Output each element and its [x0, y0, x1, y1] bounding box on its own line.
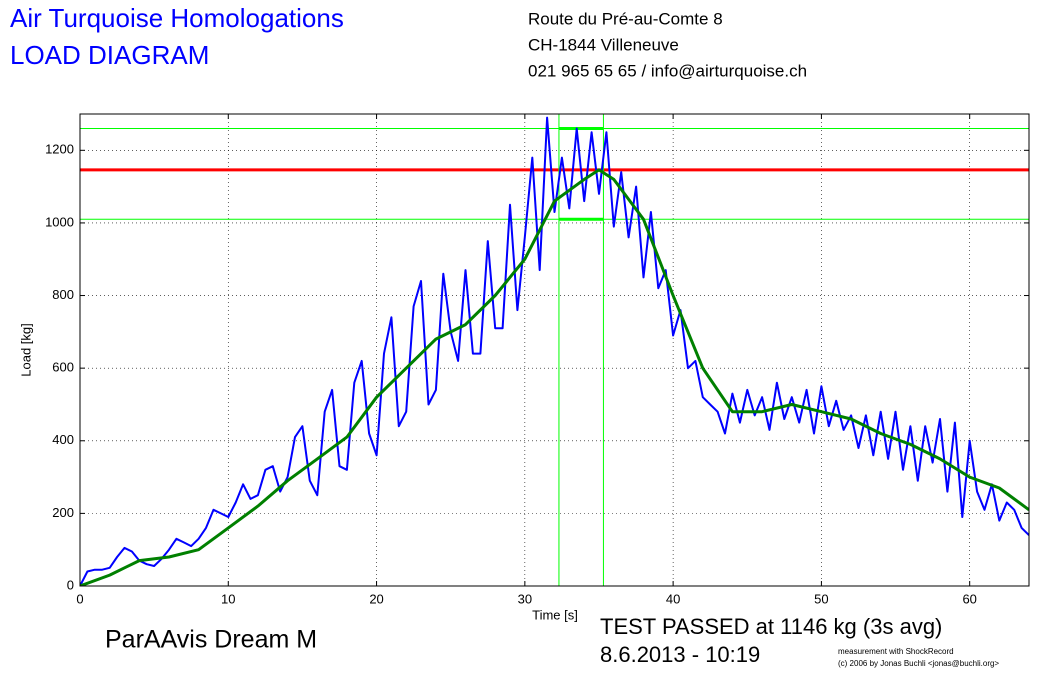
x-tick-label: 10 — [221, 591, 235, 606]
x-tick-label: 30 — [518, 591, 532, 606]
series-line — [80, 168, 1029, 586]
x-tick-label: 60 — [962, 591, 976, 606]
y-tick-label: 0 — [67, 577, 74, 592]
y-tick-label: 200 — [52, 505, 74, 520]
y-tick-label: 800 — [52, 287, 74, 302]
y-tick-label: 600 — [52, 360, 74, 375]
date: 8.6.2013 - 10:19 — [600, 642, 760, 667]
x-tick-label: 50 — [814, 591, 828, 606]
x-axis-label: Time [s] — [532, 607, 578, 622]
y-tick-label: 400 — [52, 432, 74, 447]
address-line: Route du Pré-au-Comte 8 — [528, 9, 723, 28]
result: TEST PASSED at 1146 kg (3s avg) — [600, 614, 942, 639]
x-tick-label: 20 — [369, 591, 383, 606]
plot-frame — [79, 113, 1030, 587]
plot-area — [80, 114, 1029, 586]
credit: (c) 2006 by Jonas Buchli <jonas@buchli.o… — [838, 659, 999, 668]
y-tick-label: 1200 — [45, 142, 74, 157]
credit: measurement with ShockRecord — [838, 647, 954, 656]
y-tick-label: 1000 — [45, 214, 74, 229]
series-line — [80, 116, 1029, 586]
address-line: CH-1844 Villeneuve — [528, 35, 679, 54]
model: ParAAvis Dream M — [105, 626, 317, 654]
title: Air Turquoise Homologations — [10, 3, 344, 33]
y-axis-label: Load [kg] — [18, 323, 33, 377]
x-tick-label: 40 — [666, 591, 680, 606]
x-tick-label: 0 — [76, 591, 83, 606]
address-line: 021 965 65 65 / info@airturquoise.ch — [528, 61, 807, 80]
subtitle: LOAD DIAGRAM — [10, 40, 209, 70]
